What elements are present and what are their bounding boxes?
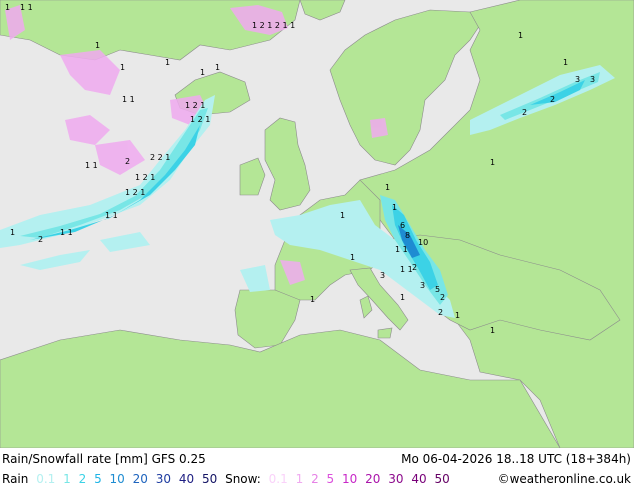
svg-text:3: 3	[380, 271, 385, 280]
svg-text:1 1: 1 1	[105, 211, 118, 220]
rain-legend-item: 10	[109, 472, 125, 486]
svg-text:1: 1	[200, 68, 205, 77]
svg-text:1: 1	[120, 63, 125, 72]
snow-legend-item: 2	[311, 472, 319, 486]
credit-link[interactable]: ©weatheronline.co.uk	[497, 472, 631, 486]
svg-text:1: 1	[215, 63, 220, 72]
svg-text:1: 1	[563, 58, 568, 67]
svg-text:1: 1	[95, 41, 100, 50]
svg-text:1: 1	[340, 211, 345, 220]
snow-legend-item: 5	[326, 472, 335, 486]
svg-text:1: 1	[490, 158, 495, 167]
svg-text:1 1: 1 1	[60, 228, 73, 237]
svg-text:2: 2	[125, 157, 130, 166]
svg-text:2: 2	[440, 293, 445, 302]
svg-text:1: 1	[350, 253, 355, 262]
svg-text:10: 10	[418, 238, 428, 247]
svg-text:3: 3	[420, 281, 425, 290]
svg-text:1 2 1: 1 2 1	[135, 173, 155, 182]
svg-text:3: 3	[590, 75, 595, 84]
snow-legend-label: Snow:	[225, 472, 261, 486]
rain-legend-item: 30	[155, 472, 172, 486]
svg-text:5: 5	[435, 285, 440, 294]
svg-text:1: 1	[400, 293, 405, 302]
snow-legend-item: 0.1	[268, 472, 288, 486]
svg-text:1 2 1: 1 2 1	[185, 101, 205, 110]
svg-text:1: 1	[310, 295, 315, 304]
forecast-map: 1 1 1 1 2 1 2 1 1 1 1 1 1 1 1 1 3 3 1 1 …	[0, 0, 634, 448]
svg-text:1 1: 1 1	[122, 95, 135, 104]
amount-labels: 1 1 1 1 2 1 2 1 1 1 1 1 1 1 1 1 3 3 1 1 …	[5, 3, 595, 335]
rain-legend-item: 50	[201, 472, 218, 486]
valid-time: Mo 06-04-2026 18..18 UTC (18+384h)	[401, 452, 631, 466]
map-title: Rain/Snowfall rate [mm] GFS 0.25	[2, 452, 206, 466]
rain-legend-label: Rain	[2, 472, 29, 486]
svg-text:1: 1	[385, 183, 390, 192]
svg-text:1 1: 1 1	[395, 245, 408, 254]
svg-text:2: 2	[412, 263, 417, 272]
svg-text:3: 3	[575, 75, 580, 84]
svg-text:2: 2	[550, 95, 555, 104]
svg-text:1: 1	[455, 311, 460, 320]
svg-text:2: 2	[522, 108, 527, 117]
svg-text:1 2 1: 1 2 1	[190, 115, 210, 124]
svg-text:1 1: 1 1	[20, 3, 33, 12]
svg-text:1: 1	[165, 58, 170, 67]
rain-legend-item: 2	[78, 472, 87, 486]
snow-legend-item: 1	[295, 472, 304, 486]
svg-text:1 2 1: 1 2 1	[125, 188, 145, 197]
svg-text:2 2 1: 2 2 1	[150, 153, 170, 162]
rain-area	[0, 65, 615, 318]
land	[0, 0, 634, 448]
rain-legend-item: 5	[94, 472, 102, 486]
snow-legend-item: 20	[365, 472, 381, 486]
snow-legend-item: 10	[342, 472, 358, 486]
svg-text:1: 1	[5, 3, 10, 12]
svg-text:2: 2	[38, 235, 43, 244]
svg-text:1: 1	[518, 31, 523, 40]
svg-text:6: 6	[400, 221, 405, 230]
rain-legend-item: 0.1	[36, 472, 56, 486]
svg-text:1: 1	[490, 326, 495, 335]
legend: Rain 0.1 1 2 5 10 20 30 40 50 Snow: 0.1 …	[2, 469, 454, 490]
snow-legend-item: 30	[388, 472, 404, 486]
svg-text:1: 1	[392, 203, 397, 212]
rain-legend-item: 40	[178, 472, 195, 486]
snow-legend-item: 50	[434, 472, 450, 486]
footer-row-1: Rain/Snowfall rate [mm] GFS 0.25 Mo 06-0…	[0, 449, 634, 470]
svg-text:1 2 1 2 1 1: 1 2 1 2 1 1	[252, 21, 295, 30]
svg-text:2: 2	[438, 308, 443, 317]
footer-row-2: Rain 0.1 1 2 5 10 20 30 40 50 Snow: 0.1 …	[0, 469, 634, 490]
rain-legend-item: 1	[63, 472, 71, 486]
rain-legend-item: 20	[132, 472, 148, 486]
svg-text:1 1: 1 1	[85, 161, 98, 170]
svg-text:1 1: 1 1	[400, 265, 413, 274]
svg-text:8: 8	[405, 231, 410, 240]
svg-text:1: 1	[10, 228, 15, 237]
snow-legend-item: 40	[411, 472, 427, 486]
